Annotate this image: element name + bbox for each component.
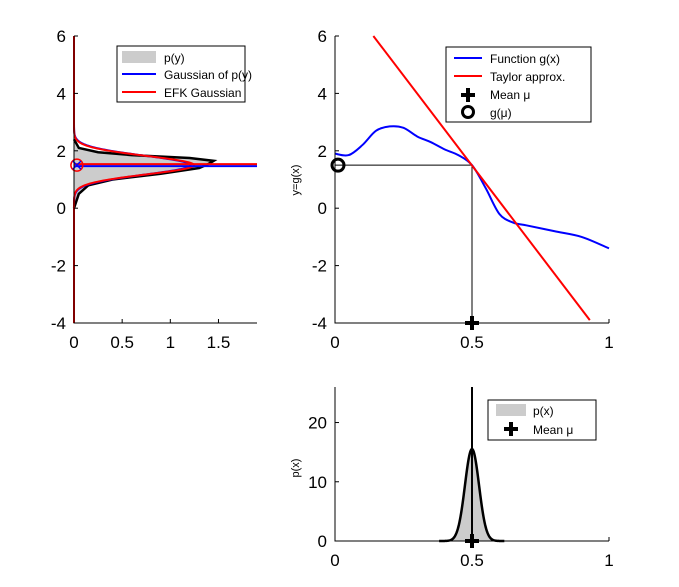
legend-py: p(y) Gaussian of p(y) EFK Gaussian <box>116 45 252 103</box>
x-tick-label: 0.5 <box>460 333 484 352</box>
y-tick-label: -2 <box>51 257 66 276</box>
x-tick-label: 1 <box>604 333 613 352</box>
y-axis-label-px: p(x) <box>290 459 302 478</box>
legend-label: Mean μ <box>490 88 530 102</box>
y-axis-label-gx: y=g(x) <box>290 165 302 196</box>
efk-mean-marker <box>70 158 84 172</box>
py-axes: 0 0.5 1 1.5 -4 -2 0 2 4 6 <box>51 27 257 352</box>
x-tick-label: 0 <box>330 551 339 570</box>
legend-label: g(μ) <box>490 106 512 120</box>
g-mu-circle-marker <box>330 157 346 173</box>
mean-plus-marker <box>465 316 479 330</box>
y-tick-label: 2 <box>57 142 66 161</box>
g-curve <box>334 125 610 250</box>
legend-label: Function g(x) <box>490 52 560 66</box>
y-tick-label: 0 <box>57 199 66 218</box>
legend-px: p(x) Mean μ <box>487 399 597 441</box>
x-tick-label: 0 <box>69 333 78 352</box>
y-tick-label: 20 <box>308 414 327 433</box>
legend-label: Taylor approx. <box>490 70 565 84</box>
mean-plus-marker <box>465 534 479 548</box>
x-tick-label: 1 <box>604 551 613 570</box>
y-tick-label: 6 <box>318 27 327 46</box>
y-tick-label: 6 <box>57 27 66 46</box>
legend-label: p(y) <box>164 51 185 65</box>
legend-plus-icon <box>461 88 475 102</box>
legend-gx: Function g(x) Taylor approx. Mean μ g(μ) <box>445 46 592 123</box>
y-tick-label: 4 <box>318 84 327 103</box>
y-tick-label: -2 <box>312 257 327 276</box>
y-tick-label: -4 <box>51 314 66 333</box>
y-tick-label: 0 <box>318 199 327 218</box>
projection-lines <box>335 164 473 323</box>
legend-swatch-py <box>122 51 156 63</box>
x-tick-label: 1.5 <box>207 333 231 352</box>
x-tick-label: 0.5 <box>110 333 134 352</box>
legend-label: Mean μ <box>533 423 573 437</box>
legend-swatch-px <box>496 404 526 416</box>
y-tick-label: 2 <box>318 142 327 161</box>
taylor-line <box>372 35 591 321</box>
y-tick-label: 4 <box>57 84 66 103</box>
legend-circle-icon <box>461 105 475 119</box>
legend-label: Gaussian of p(y) <box>164 68 252 82</box>
legend-plus-icon <box>504 422 518 436</box>
x-tick-label: 0.5 <box>460 551 484 570</box>
y-tick-label: -4 <box>312 314 327 333</box>
x-tick-label: 0 <box>330 333 339 352</box>
legend-label: p(x) <box>533 404 554 418</box>
legend-label: EFK Gaussian <box>164 86 241 100</box>
y-tick-label: 0 <box>318 532 327 551</box>
x-tick-label: 1 <box>166 333 175 352</box>
gx-axes: 0 0.5 1 -4 -2 0 2 4 6 <box>312 27 614 352</box>
y-tick-label: 10 <box>308 473 327 492</box>
